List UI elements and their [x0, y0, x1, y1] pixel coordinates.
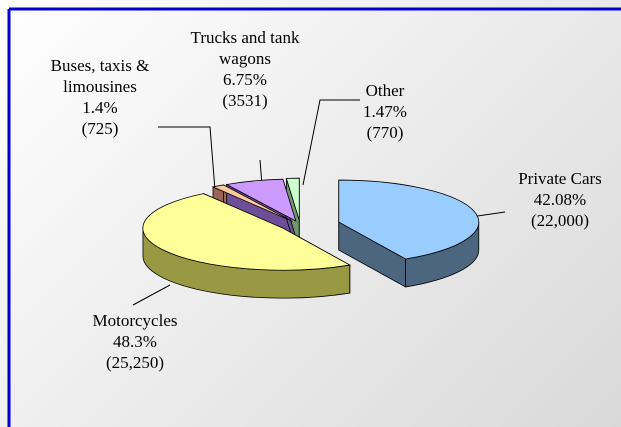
slice	[285, 177, 300, 221]
label-count: (770)	[366, 123, 404, 142]
label-count: (725)	[81, 119, 119, 138]
data-label: Other 1.47% (770)	[350, 80, 420, 143]
label-percent: 42.08%	[533, 190, 587, 209]
slice	[142, 193, 351, 271]
slice	[225, 178, 297, 222]
leader-line	[158, 126, 216, 191]
label-name: Motorcycles	[92, 311, 178, 330]
data-label: Trucks and tank wagons 6.75% (3531)	[185, 27, 305, 111]
label-percent: 1.4%	[82, 98, 118, 117]
label-percent: 48.3%	[113, 332, 157, 351]
label-name: Other	[365, 81, 405, 100]
slice	[338, 179, 480, 260]
label-name: Private Cars	[518, 169, 602, 188]
label-count: (3531)	[222, 91, 268, 110]
label-percent: 1.47%	[363, 102, 407, 121]
label-percent: 6.75%	[223, 70, 267, 89]
data-label: Buses, taxis & limousines 1.4% (725)	[40, 55, 160, 139]
data-label: Motorcycles 48.3% (25,250)	[70, 310, 200, 373]
label-count: (22,000)	[530, 211, 590, 230]
leader-line	[132, 284, 171, 306]
label-name: Trucks and tank wagons	[190, 28, 300, 68]
slice	[211, 184, 293, 222]
leader-line	[302, 99, 360, 186]
data-label: Private Cars 42.08% (22,000)	[495, 168, 621, 231]
label-name: Buses, taxis & limousines	[50, 56, 150, 96]
label-count: (25,250)	[105, 353, 165, 372]
